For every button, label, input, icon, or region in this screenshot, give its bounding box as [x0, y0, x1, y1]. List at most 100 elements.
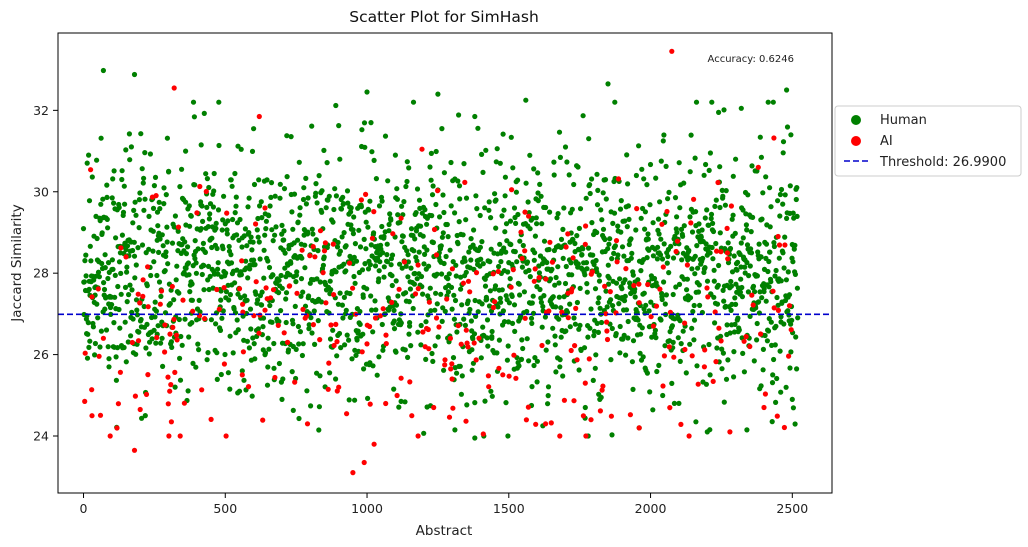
human-point: [711, 278, 717, 284]
ai-point: [415, 286, 421, 292]
human-point: [728, 283, 735, 289]
ai-point: [328, 322, 334, 328]
human-point: [125, 339, 131, 345]
human-point: [172, 384, 178, 390]
ai-point: [586, 356, 592, 362]
human-point: [667, 329, 673, 335]
ai-point: [89, 294, 95, 300]
ai-point: [532, 266, 538, 272]
human-point: [689, 229, 696, 235]
ai-point: [442, 357, 448, 363]
ai-point: [650, 323, 657, 329]
human-point: [241, 377, 247, 383]
human-point: [406, 165, 412, 171]
human-point: [647, 161, 654, 168]
human-point: [317, 279, 323, 285]
human-point: [379, 223, 385, 230]
human-point: [122, 319, 128, 325]
human-point: [731, 253, 737, 259]
ai-point: [268, 295, 274, 301]
human-point: [327, 336, 334, 342]
human-point: [736, 327, 742, 333]
human-point: [645, 231, 651, 237]
ai-point: [132, 393, 138, 399]
ai-point: [465, 344, 471, 350]
human-point: [496, 337, 502, 343]
human-point: [115, 283, 121, 290]
human-point: [267, 302, 273, 309]
human-point: [617, 323, 623, 330]
ai-point: [522, 209, 528, 215]
ai-point: [599, 387, 605, 393]
ai-point: [509, 187, 515, 193]
human-point: [513, 220, 519, 226]
human-point: [739, 284, 745, 291]
human-point: [678, 226, 685, 232]
human-point: [177, 355, 183, 361]
human-point: [138, 131, 144, 137]
human-point: [534, 358, 541, 364]
human-point: [556, 294, 562, 300]
ai-point: [304, 421, 311, 427]
human-point: [707, 372, 713, 378]
human-point: [341, 230, 347, 236]
human-point: [162, 268, 168, 274]
ai-point: [523, 417, 530, 423]
human-point: [710, 228, 717, 235]
human-point: [407, 286, 413, 292]
human-point: [770, 99, 776, 105]
human-point: [660, 392, 666, 399]
human-point: [773, 399, 779, 405]
human-point: [200, 218, 206, 224]
human-point: [542, 314, 549, 320]
human-point: [280, 376, 286, 382]
human-point: [704, 278, 711, 284]
human-point: [689, 325, 695, 331]
human-point: [395, 293, 401, 299]
ai-point: [177, 433, 183, 439]
human-point: [225, 218, 231, 224]
ai-point: [788, 327, 794, 333]
human-point: [296, 415, 302, 422]
human-point: [713, 197, 719, 203]
human-point: [309, 123, 315, 129]
ai-point: [688, 220, 694, 226]
ai-point: [495, 268, 501, 275]
human-point: [429, 213, 435, 219]
human-point: [482, 205, 488, 211]
human-point: [300, 289, 306, 295]
human-point: [630, 338, 637, 344]
ai-point: [190, 308, 196, 314]
ai-point: [202, 316, 208, 322]
human-point: [410, 99, 417, 105]
human-point: [754, 320, 760, 327]
ai-point: [129, 339, 135, 346]
human-point: [111, 200, 117, 206]
human-point: [367, 262, 373, 268]
human-point: [424, 247, 430, 253]
human-point: [404, 178, 410, 185]
human-point: [269, 227, 275, 233]
human-point: [717, 204, 723, 211]
ai-point: [100, 335, 106, 341]
human-point: [672, 316, 678, 322]
human-point: [149, 336, 155, 342]
human-point: [521, 289, 528, 295]
human-point: [403, 183, 409, 190]
ai-point: [171, 316, 177, 322]
human-point: [763, 241, 770, 247]
human-point: [600, 190, 606, 196]
human-point: [210, 204, 216, 210]
ai-point: [490, 304, 497, 311]
human-point: [550, 325, 556, 331]
ai-point: [383, 332, 389, 338]
human-point: [572, 240, 578, 247]
human-point: [344, 188, 351, 194]
human-point: [638, 268, 644, 274]
human-point: [185, 260, 191, 266]
human-point: [589, 176, 595, 182]
ai-point: [519, 255, 525, 262]
human-point: [105, 225, 111, 231]
human-point: [315, 318, 321, 324]
human-point: [688, 132, 694, 138]
